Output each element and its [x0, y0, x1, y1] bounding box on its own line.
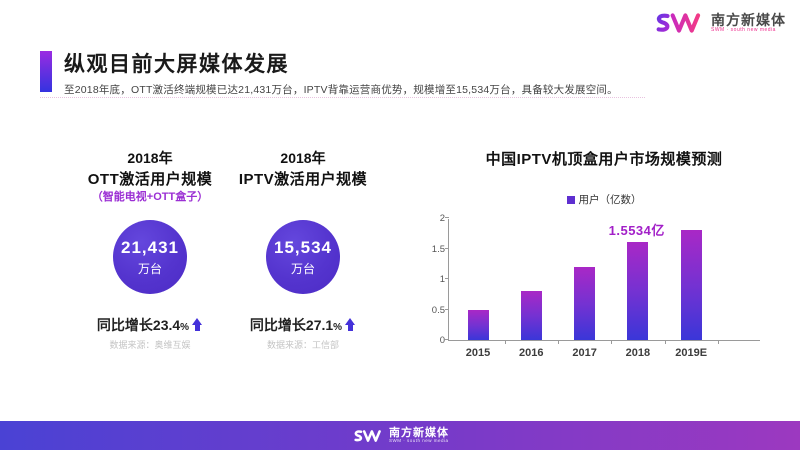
chart-bar-2018 — [627, 242, 649, 340]
ott-unit: 万台 — [137, 261, 162, 276]
chart-bar-2019E — [680, 230, 702, 340]
x-axis-tick-mark — [557, 340, 559, 344]
y-axis-tick-mark — [445, 247, 449, 249]
iptv-title: IPTV激活用户规模 — [238, 171, 368, 188]
brand-name: 南方新媒体 — [711, 11, 786, 28]
iptv-value: 15,534 — [274, 237, 332, 257]
y-axis-tick-label: 0 — [439, 335, 445, 346]
title-accent-bar — [40, 51, 52, 92]
iptv-note — [225, 188, 381, 204]
iptv-source: 数据来源：工信部 — [266, 340, 339, 350]
y-axis-tick-label: 1.5 — [431, 243, 445, 255]
ott-value: 21,431 — [121, 237, 179, 257]
ott-growth-value: 23.4 — [152, 317, 181, 333]
ott-year: 2018年 — [127, 150, 173, 166]
footer-tagline: SWM · south new media — [389, 438, 449, 444]
ott-source: 数据来源：奥维互娱 — [109, 340, 191, 350]
ott-title: OTT激活用户规模 — [87, 171, 213, 188]
page-subtitle: 至2018年底，OTT激活终端规模已达21,431万台，IPTV背靠运营商优势，… — [64, 84, 618, 96]
iptv-growth-unit: % — [333, 322, 343, 333]
chart-bar-2016 — [520, 291, 542, 340]
swm-logo-icon — [656, 13, 701, 33]
up-arrow-icon — [192, 318, 203, 331]
y-axis-tick-label: 2 — [439, 213, 445, 224]
iptv-unit: 万台 — [290, 261, 315, 276]
ott-note: （智能电视+OTT盒子） — [91, 191, 209, 203]
x-axis-label-2019E: 2019E — [675, 347, 708, 359]
brand-logo: 南方新媒体 SWM · south new media — [651, 9, 786, 37]
chart-annotation: 1.5534亿 — [608, 223, 665, 239]
x-axis-tick-mark — [717, 340, 719, 344]
iptv-stat-panel: 2018年 IPTV激活用户规模 15,534 万台 同比增长27.1% 数据来… — [225, 148, 381, 351]
x-axis-label-2016: 2016 — [519, 347, 544, 359]
chart-title: 中国IPTV机顶盒用户市场规模预测 — [485, 151, 723, 168]
up-arrow-icon — [345, 318, 356, 331]
brand-tagline: SWM · south new media — [711, 26, 776, 33]
ott-growth-unit: % — [180, 322, 190, 333]
y-axis-tick-label: 1 — [439, 274, 445, 285]
header-divider — [40, 97, 645, 98]
swm-logo-icon-footer — [354, 429, 381, 442]
iptv-forecast-chart: 中国IPTV机顶盒用户市场规模预测 用户（亿数） 0 0.5 1 1.5 2 2015 20… — [425, 148, 783, 359]
legend-label: 用户（亿数） — [578, 194, 642, 206]
ott-growth: 同比增长23.4% — [72, 315, 228, 333]
chart-legend: 用户（亿数） — [425, 192, 783, 207]
footer-brand-name: 南方新媒体 — [389, 426, 449, 439]
x-axis-label-2015: 2015 — [465, 347, 491, 359]
y-axis-tick-mark — [445, 308, 449, 310]
legend-swatch-icon — [566, 195, 575, 204]
iptv-growth-value: 27.1 — [305, 317, 334, 333]
y-axis-tick-mark — [445, 339, 449, 340]
chart-plot: 0 0.5 1 1.5 2 2015 2016 2017 2018 2019E 1.5534亿 — [432, 213, 760, 359]
y-axis-tick-label: 0.5 — [431, 304, 445, 316]
ott-value-circle: 21,431 万台 — [113, 220, 187, 294]
footer-bar: 南方新媒体 SWM · south new media — [0, 421, 800, 450]
y-axis-tick-mark — [445, 278, 449, 279]
ott-growth-label: 同比增长 — [96, 317, 153, 333]
iptv-year: 2018年 — [280, 150, 326, 166]
iptv-value-circle: 15,534 万台 — [266, 220, 340, 294]
iptv-growth-label: 同比增长 — [249, 317, 306, 333]
x-axis-tick-mark — [504, 340, 506, 344]
x-axis-label-2018: 2018 — [625, 347, 651, 359]
chart-bar-2017 — [574, 266, 596, 340]
x-axis-tick-mark — [611, 340, 613, 344]
iptv-growth: 同比增长27.1% — [225, 315, 381, 333]
x-axis-tick-mark — [664, 340, 666, 344]
y-axis-tick-mark — [445, 217, 449, 218]
x-axis-label-2017: 2017 — [572, 347, 597, 359]
ott-stat-panel: 2018年 OTT激活用户规模 （智能电视+OTT盒子） 21,431 万台 同… — [72, 148, 228, 351]
chart-bar-2015 — [467, 309, 489, 340]
page-title: 纵观目前大屏媒体发展 — [64, 53, 289, 76]
